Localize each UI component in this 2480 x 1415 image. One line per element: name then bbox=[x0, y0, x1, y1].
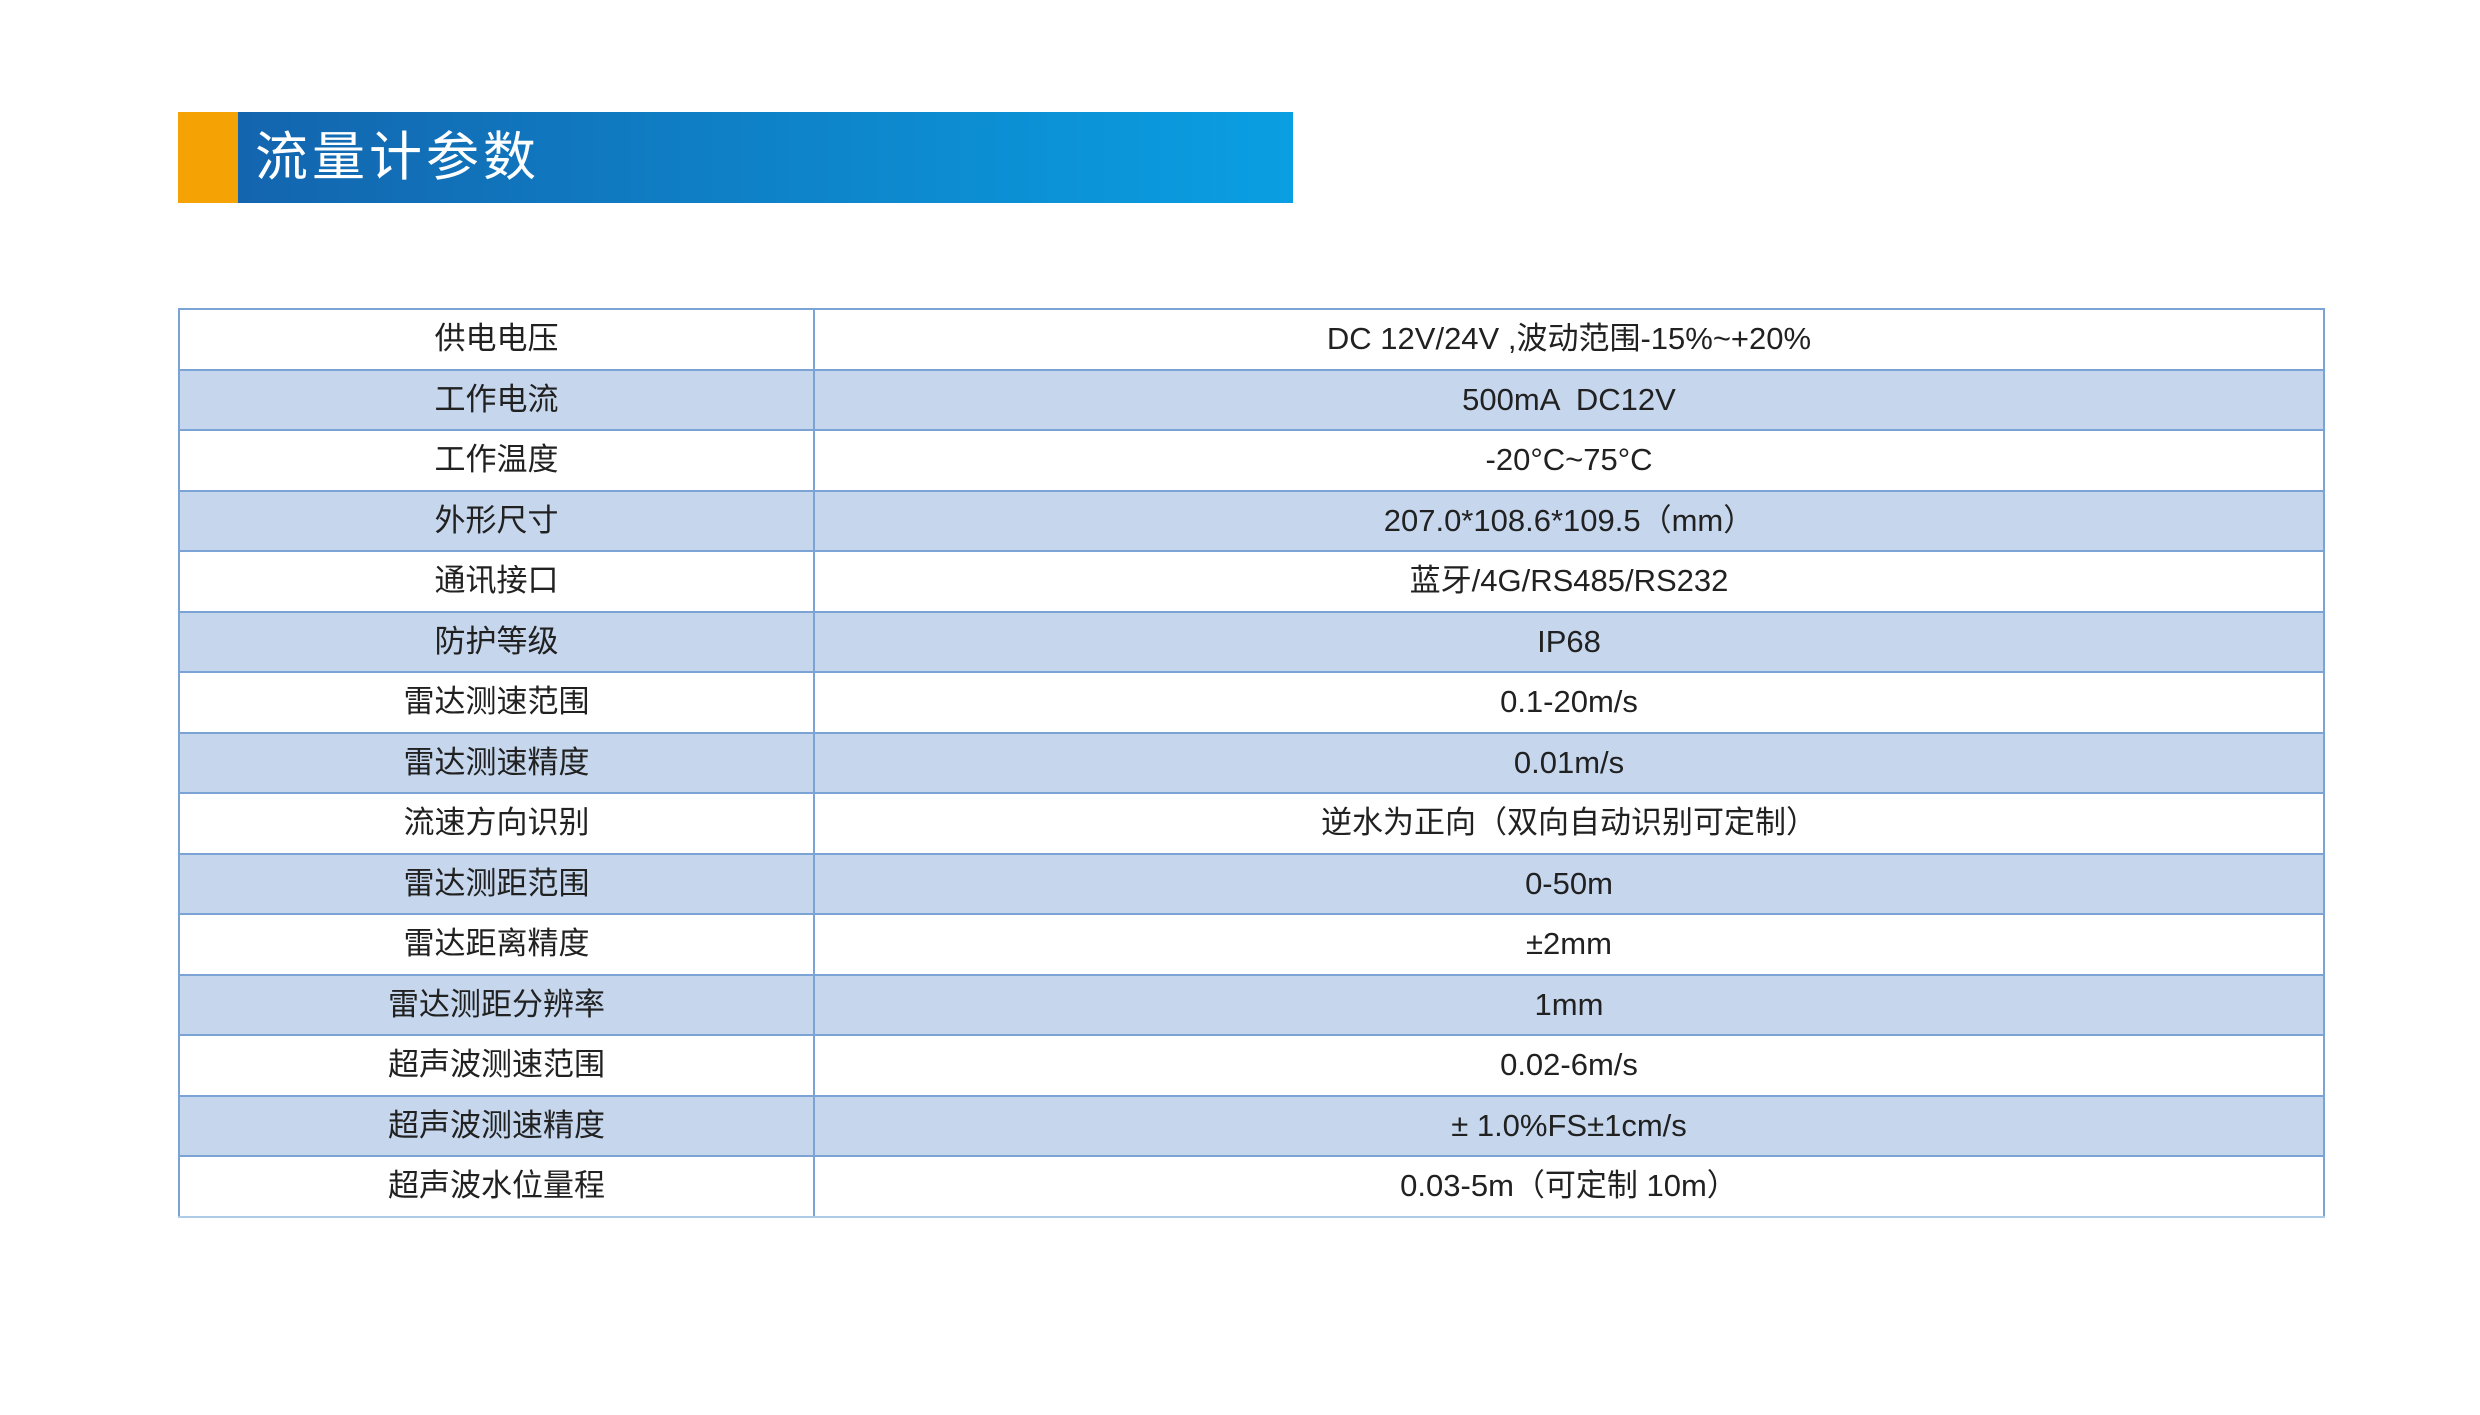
table-row: 工作电流 500mA DC12V bbox=[178, 368, 2325, 431]
page-title: 流量计参数 bbox=[255, 128, 540, 187]
param-value-cell: -20°C~75°C bbox=[813, 429, 2325, 492]
param-name-cell: 流速方向识别 bbox=[178, 792, 815, 855]
table-row: 超声波测速精度 ± 1.0%FS±1cm/s bbox=[178, 1094, 2325, 1157]
table-row: 超声波水位量程 0.03-5m（可定制 10m） bbox=[178, 1155, 2325, 1218]
param-name-cell: 雷达测速范围 bbox=[178, 671, 815, 734]
param-value-cell: 1mm bbox=[813, 973, 2325, 1036]
param-name-cell: 防护等级 bbox=[178, 610, 815, 673]
param-value-cell: 0.03-5m（可定制 10m） bbox=[813, 1155, 2325, 1218]
table-row: 防护等级 IP68 bbox=[178, 610, 2325, 673]
table-row: 雷达测距范围 0-50m bbox=[178, 852, 2325, 915]
param-value-cell: IP68 bbox=[813, 610, 2325, 673]
param-name-cell: 雷达测距分辨率 bbox=[178, 973, 815, 1036]
param-name-cell: 通讯接口 bbox=[178, 550, 815, 613]
param-value-cell: ± 1.0%FS±1cm/s bbox=[813, 1094, 2325, 1157]
param-name-cell: 雷达测速精度 bbox=[178, 731, 815, 794]
table-row: 供电电压 DC 12V/24V ,波动范围-15%~+20% bbox=[178, 308, 2325, 371]
param-name-cell: 超声波测速精度 bbox=[178, 1094, 815, 1157]
param-value-cell: 0.1-20m/s bbox=[813, 671, 2325, 734]
table-row: 雷达测距分辨率 1mm bbox=[178, 973, 2325, 1036]
table-row: 工作温度 -20°C~75°C bbox=[178, 429, 2325, 492]
param-name-cell: 超声波测速范围 bbox=[178, 1034, 815, 1097]
section-header: 流量计参数 bbox=[178, 112, 1293, 203]
param-value-cell: 逆水为正向（双向自动识别可定制） bbox=[813, 792, 2325, 855]
param-name-cell: 供电电压 bbox=[178, 308, 815, 371]
table-row: 雷达测速范围 0.1-20m/s bbox=[178, 671, 2325, 734]
param-value-cell: 0.01m/s bbox=[813, 731, 2325, 794]
param-name-cell: 超声波水位量程 bbox=[178, 1155, 815, 1218]
param-value-cell: ±2mm bbox=[813, 913, 2325, 976]
header-accent-block bbox=[178, 112, 238, 203]
header-gradient-bar: 流量计参数 bbox=[238, 112, 1293, 203]
spec-table: 供电电压 DC 12V/24V ,波动范围-15%~+20% 工作电流 500mA D… bbox=[178, 308, 2325, 1218]
param-value-cell: 500mA DC12V bbox=[813, 368, 2325, 431]
param-value-cell: DC 12V/24V ,波动范围-15%~+20% bbox=[813, 308, 2325, 371]
param-value-cell: 0-50m bbox=[813, 852, 2325, 915]
table-row: 通讯接口 蓝牙/4G/RS485/RS232 bbox=[178, 550, 2325, 613]
param-name-cell: 雷达距离精度 bbox=[178, 913, 815, 976]
param-name-cell: 雷达测距范围 bbox=[178, 852, 815, 915]
param-name-cell: 工作温度 bbox=[178, 429, 815, 492]
param-name-cell: 工作电流 bbox=[178, 368, 815, 431]
table-row: 雷达距离精度 ±2mm bbox=[178, 913, 2325, 976]
table-row: 流速方向识别 逆水为正向（双向自动识别可定制） bbox=[178, 792, 2325, 855]
param-value-cell: 0.02-6m/s bbox=[813, 1034, 2325, 1097]
table-row: 超声波测速范围 0.02-6m/s bbox=[178, 1034, 2325, 1097]
param-name-cell: 外形尺寸 bbox=[178, 489, 815, 552]
param-value-cell: 207.0*108.6*109.5（mm） bbox=[813, 489, 2325, 552]
table-row: 雷达测速精度 0.01m/s bbox=[178, 731, 2325, 794]
table-row: 外形尺寸 207.0*108.6*109.5（mm） bbox=[178, 489, 2325, 552]
param-value-cell: 蓝牙/4G/RS485/RS232 bbox=[813, 550, 2325, 613]
